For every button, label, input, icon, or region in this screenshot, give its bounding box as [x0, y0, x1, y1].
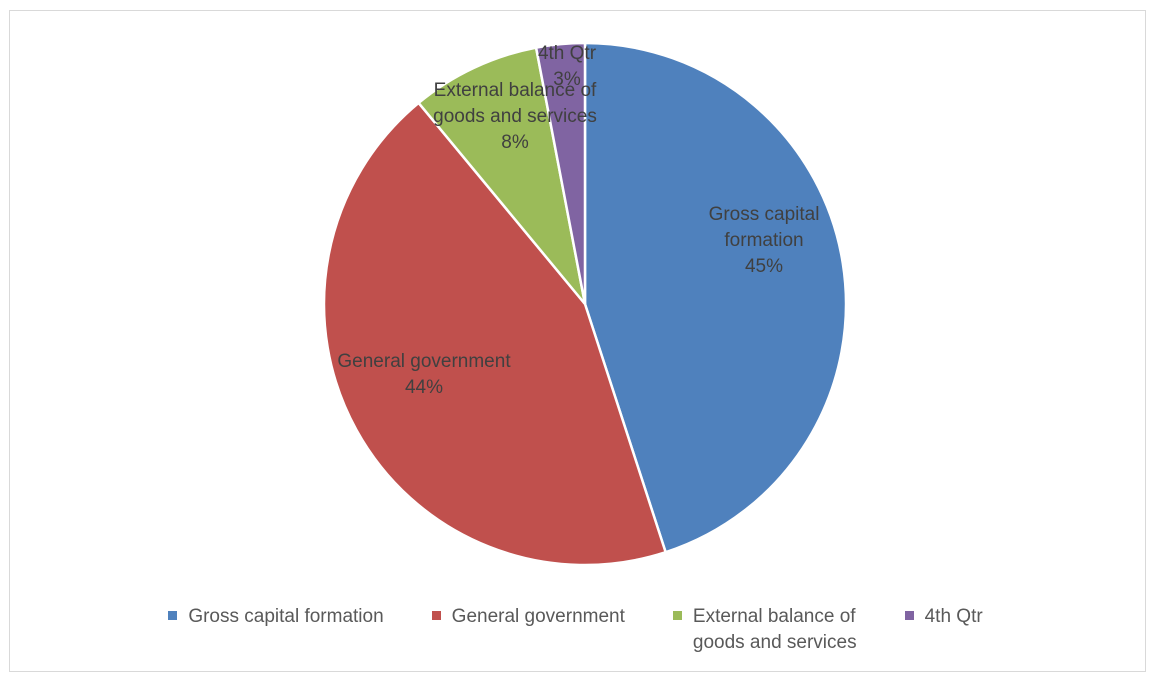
- pie-slice-external-balance-of-goods-and-services: [416, 46, 587, 305]
- legend-item-general-government: General government: [431, 604, 625, 630]
- pie-slices: [322, 41, 848, 567]
- legend-label: General government: [451, 606, 625, 627]
- pie-slice-general-government: [322, 101, 668, 567]
- data-labels: Gross capital formation 45% General governm…: [337, 43, 819, 398]
- data-label-general-government: General government 44%: [337, 351, 511, 398]
- legend-label: 4th Qtr: [924, 606, 983, 627]
- legend-swatch: [431, 611, 441, 620]
- data-label-4th-qtr: 4th Qtr 3%: [538, 43, 597, 90]
- legend: Gross capital formation General governme…: [0, 604, 1151, 656]
- legend-item-4th-qtr: 4th Qtr: [904, 604, 983, 630]
- legend-item-external-balance: External balance of goods and services: [672, 604, 857, 656]
- data-label-gross-capital-formation: Gross capital formation 45%: [709, 204, 820, 277]
- pie-slice-4th-qtr: [534, 41, 587, 305]
- data-label-external-balance-of-goods-and-services: External balance of goods and services 8%: [433, 80, 597, 153]
- legend-label: Gross capital formation: [188, 606, 384, 627]
- legend-label: External balance of goods and services: [692, 606, 857, 653]
- legend-swatch: [168, 611, 178, 620]
- legend-swatch: [904, 611, 914, 620]
- pie-slice-gross-capital-formation: [583, 41, 848, 554]
- legend-item-gross-capital-formation: Gross capital formation: [168, 604, 384, 630]
- legend-swatch: [672, 611, 682, 620]
